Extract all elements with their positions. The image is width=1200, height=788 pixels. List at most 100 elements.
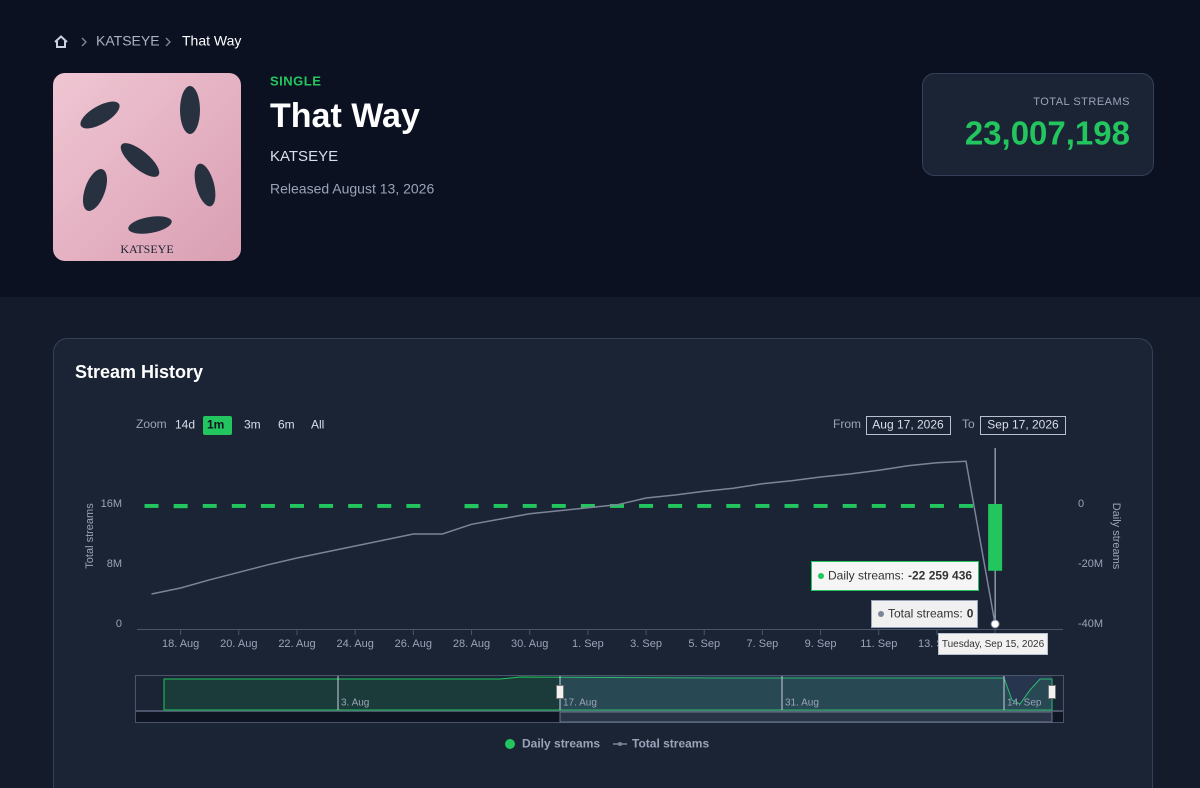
- navigator-tick-label: 31. Aug: [785, 698, 819, 709]
- tooltip-label: Total streams:: [888, 607, 963, 621]
- daily-column: [231, 504, 246, 508]
- legend-label[interactable]: Total streams: [632, 737, 709, 751]
- breadcrumb-link[interactable]: KATSEYE: [96, 33, 160, 49]
- daily-column: [551, 504, 566, 508]
- tooltip-value: 0: [967, 607, 974, 621]
- range-to-label: To: [962, 417, 975, 431]
- artist-name[interactable]: KATSEYE: [270, 148, 338, 165]
- zoom-option[interactable]: 14d: [175, 418, 195, 432]
- navigator-tick-label: 17. Aug: [563, 698, 597, 709]
- range-from-input[interactable]: [866, 416, 951, 435]
- navigator-tick-label: 14. Sep: [1007, 698, 1042, 709]
- stats-label: TOTAL STREAMS: [1033, 96, 1130, 108]
- tooltip-label: Daily streams:: [828, 569, 904, 583]
- release-date: Released August 13, 2026: [270, 181, 434, 197]
- navigator-handle[interactable]: [1048, 685, 1056, 699]
- daily-column: [377, 504, 392, 508]
- stats-card: [922, 73, 1154, 176]
- y2-tick-label: -40M: [1078, 618, 1103, 630]
- stats-value: 23,007,198: [965, 115, 1130, 152]
- daily-column: [173, 504, 188, 509]
- x-tick-label: 20. Aug: [220, 638, 257, 650]
- y-axis-title: Total streams: [84, 503, 96, 569]
- daily-column: [609, 504, 624, 508]
- release-type: SINGLE: [270, 73, 321, 88]
- chart-title: Stream History: [75, 362, 203, 382]
- x-tick-label: 24. Aug: [337, 638, 374, 650]
- range-to-input[interactable]: [980, 416, 1066, 435]
- navigator-handle[interactable]: [556, 685, 564, 699]
- zoom-option[interactable]: 6m: [278, 418, 295, 432]
- x-tick-label: 11. Sep: [860, 638, 897, 650]
- zoom-option[interactable]: 3m: [244, 418, 261, 432]
- daily-column: [668, 504, 683, 508]
- daily-column: [464, 504, 479, 509]
- tooltip-total: [871, 600, 978, 628]
- range-to-value: Sep 17, 2026: [987, 418, 1059, 432]
- x-tick-label: 1. Sep: [572, 638, 604, 650]
- daily-column: [522, 504, 537, 508]
- home-icon[interactable]: [54, 35, 68, 48]
- daily-column: [319, 504, 334, 508]
- y2-axis-title: Daily streams: [1110, 503, 1122, 570]
- daily-column: [493, 504, 508, 508]
- y2-tick-label: -20M: [1078, 558, 1103, 570]
- daily-column: [406, 504, 421, 508]
- tooltip-date: Tuesday, Sep 15, 2026: [942, 639, 1045, 650]
- zoom-option[interactable]: All: [311, 418, 324, 432]
- daily-column: [929, 504, 944, 508]
- x-tick-label: 5. Sep: [688, 638, 720, 650]
- zoom-button-active[interactable]: [203, 416, 232, 435]
- daily-column: [202, 504, 217, 508]
- x-tick-label: 18. Aug: [162, 638, 199, 650]
- breadcrumb-chevron: [81, 37, 87, 47]
- tooltip-dot: [818, 573, 824, 579]
- legend-marker: [505, 739, 515, 749]
- breadcrumb-current: That Way: [182, 33, 241, 49]
- daily-column: [871, 504, 886, 508]
- daily-column: [348, 504, 363, 508]
- daily-column: [842, 504, 857, 508]
- x-tick-label: 30. Aug: [511, 638, 548, 650]
- y2-tick-label: 0: [1078, 498, 1084, 510]
- daily-column: [784, 504, 799, 508]
- daily-column: [988, 504, 1003, 571]
- cover-text: KATSEYE: [120, 242, 173, 256]
- y-tick-label: 16M: [101, 498, 122, 510]
- tooltip-total-text: Total streams: 0: [888, 607, 974, 621]
- x-tick-label: 26. Aug: [395, 638, 432, 650]
- tooltip-daily-text: Daily streams: -22 259 436: [828, 569, 972, 583]
- x-tick-label: 22. Aug: [278, 638, 315, 650]
- range-from-value: Aug 17, 2026: [872, 418, 944, 432]
- tooltip-dot: [878, 611, 884, 617]
- daily-column: [726, 504, 741, 508]
- navigator-selection: [560, 676, 1052, 710]
- breadcrumb-chevron: [165, 37, 171, 47]
- legend-marker: [618, 742, 622, 746]
- navigator-area: [163, 676, 1053, 711]
- track-title: That Way: [270, 97, 420, 135]
- daily-column: [144, 504, 159, 508]
- y-tick-label: 8M: [107, 558, 122, 570]
- tooltip-value: -22 259 436: [908, 569, 972, 583]
- y-tick-label: 0: [116, 618, 122, 630]
- zoom-label: Zoom: [136, 417, 167, 431]
- daily-column: [755, 504, 770, 508]
- tooltip-date-box: [938, 633, 1048, 655]
- x-tick-label: 9. Sep: [805, 638, 837, 650]
- daily-column: [580, 504, 595, 508]
- daily-column: [639, 504, 654, 508]
- daily-column: [289, 504, 304, 508]
- zoom-option[interactable]: 1m: [207, 418, 224, 432]
- daily-column: [900, 504, 915, 508]
- legend-label[interactable]: Daily streams: [522, 737, 600, 751]
- x-tick-label: 3. Sep: [630, 638, 662, 650]
- scrollbar-thumb[interactable]: [559, 711, 1053, 723]
- range-from-label: From: [833, 417, 861, 431]
- daily-column: [260, 504, 275, 508]
- daily-column: [697, 504, 712, 508]
- cover-figures: [80, 86, 216, 234]
- navigator-tick-label: 3. Aug: [341, 698, 369, 709]
